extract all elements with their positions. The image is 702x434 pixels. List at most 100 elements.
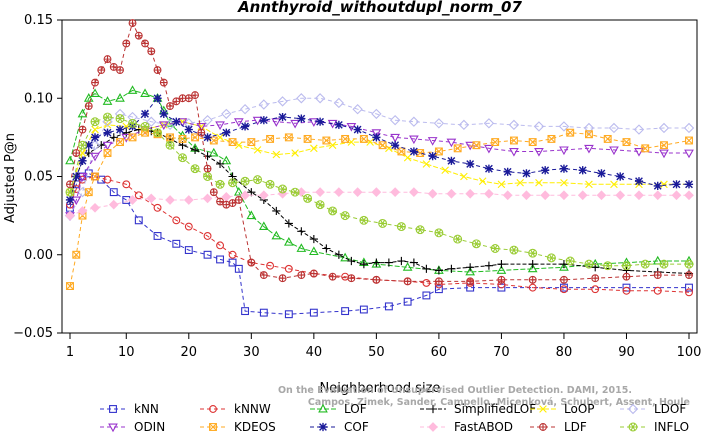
series-line bbox=[69, 119, 689, 216]
legend-label: LOF bbox=[344, 402, 367, 416]
data-point bbox=[303, 134, 312, 143]
data-point bbox=[228, 138, 237, 147]
data-point bbox=[128, 119, 137, 127]
data-point bbox=[528, 260, 537, 269]
data-point bbox=[341, 135, 349, 143]
data-point bbox=[159, 109, 168, 118]
series-ldf bbox=[66, 19, 693, 286]
data-point bbox=[229, 199, 236, 207]
data-point bbox=[71, 196, 82, 206]
data-point bbox=[303, 194, 312, 203]
data-point bbox=[72, 250, 81, 259]
data-point bbox=[540, 190, 551, 201]
data-point bbox=[397, 147, 406, 156]
data-point bbox=[583, 122, 595, 134]
data-point bbox=[154, 66, 161, 74]
data-point bbox=[546, 253, 556, 263]
data-point bbox=[541, 166, 550, 175]
data-point bbox=[453, 234, 463, 244]
data-point bbox=[528, 283, 537, 292]
x-tick-label: 80 bbox=[556, 345, 573, 360]
data-point bbox=[378, 141, 387, 150]
data-point bbox=[434, 285, 443, 294]
data-point bbox=[296, 93, 307, 104]
data-point bbox=[216, 198, 224, 205]
data-point bbox=[290, 187, 300, 197]
data-point bbox=[129, 19, 136, 27]
data-point bbox=[260, 271, 268, 279]
data-point bbox=[641, 144, 650, 153]
data-point bbox=[453, 144, 462, 153]
data-point bbox=[203, 172, 212, 181]
watermark-line-1: On the Evaluation of Unsupervised Outlie… bbox=[278, 385, 632, 396]
legend-label: kNNW bbox=[234, 402, 271, 416]
data-point bbox=[578, 166, 587, 175]
data-point bbox=[127, 195, 138, 205]
series-layer bbox=[64, 19, 695, 319]
data-point bbox=[191, 91, 199, 99]
series-line bbox=[69, 128, 690, 274]
data-point bbox=[671, 190, 682, 201]
data-point bbox=[222, 201, 230, 209]
legend-label: LDOF bbox=[654, 402, 686, 416]
legend-label: LoOP bbox=[564, 402, 595, 416]
data-point bbox=[416, 149, 425, 157]
data-point bbox=[384, 302, 393, 311]
data-point bbox=[334, 187, 344, 198]
y-tick-label: 0.15 bbox=[24, 13, 53, 28]
data-point bbox=[547, 134, 556, 143]
data-point bbox=[65, 210, 75, 221]
data-point bbox=[278, 185, 287, 193]
legend-label: LDF bbox=[564, 420, 587, 434]
data-point bbox=[347, 274, 355, 282]
data-point bbox=[115, 93, 125, 102]
data-point bbox=[528, 249, 537, 257]
data-point bbox=[315, 187, 325, 198]
data-point bbox=[253, 175, 262, 184]
data-point bbox=[89, 140, 101, 151]
data-point bbox=[347, 138, 356, 146]
legend-item-odin: ODIN bbox=[100, 420, 165, 434]
data-point bbox=[222, 128, 231, 137]
data-point bbox=[466, 263, 475, 272]
data-point bbox=[103, 112, 112, 122]
data-point bbox=[190, 164, 200, 174]
data-point bbox=[634, 177, 644, 186]
data-point bbox=[140, 121, 150, 131]
data-point bbox=[91, 172, 99, 181]
data-point bbox=[210, 188, 218, 196]
data-point bbox=[278, 112, 287, 122]
data-point bbox=[209, 423, 217, 431]
data-point bbox=[616, 172, 625, 181]
data-point bbox=[90, 117, 100, 127]
data-point bbox=[172, 239, 181, 248]
data-point bbox=[491, 138, 500, 147]
data-point bbox=[416, 149, 424, 157]
data-point bbox=[272, 150, 281, 159]
series-line bbox=[69, 21, 689, 282]
data-point bbox=[183, 195, 194, 205]
legend-item-loop: LoOP bbox=[530, 402, 595, 416]
x-tick-label: 50 bbox=[368, 345, 385, 360]
data-point bbox=[402, 262, 413, 271]
data-point bbox=[259, 116, 268, 125]
data-point bbox=[297, 114, 306, 123]
data-point bbox=[372, 258, 381, 267]
data-point bbox=[202, 193, 213, 204]
data-point bbox=[210, 136, 218, 145]
data-point bbox=[285, 133, 293, 142]
data-point bbox=[378, 218, 388, 228]
data-point bbox=[378, 219, 387, 228]
data-point bbox=[628, 422, 638, 432]
data-point bbox=[566, 257, 575, 265]
data-point bbox=[622, 138, 631, 147]
data-point bbox=[559, 262, 569, 271]
data-point bbox=[534, 148, 544, 157]
y-axis: −0.05 0.00 0.05 0.10 0.15 bbox=[13, 13, 62, 341]
data-point bbox=[591, 274, 599, 282]
data-point bbox=[102, 96, 113, 105]
data-point bbox=[490, 244, 500, 253]
data-point bbox=[247, 138, 256, 147]
data-point bbox=[104, 55, 111, 63]
data-point bbox=[291, 188, 300, 196]
